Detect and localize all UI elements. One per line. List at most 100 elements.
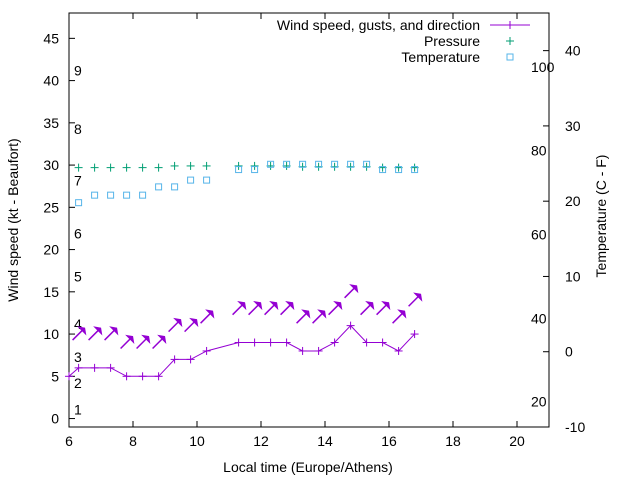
gust-arrow-head: [285, 300, 295, 311]
wind-speed-point: [65, 372, 73, 381]
beaufort-label: 9: [74, 62, 82, 78]
gust-arrow: [264, 300, 279, 316]
wind-speed-point: [138, 372, 147, 381]
y-tick-label: 25: [43, 199, 59, 215]
pressure-point: [138, 163, 147, 172]
legend-label: Temperature: [401, 49, 480, 65]
gust-arrow-head: [205, 309, 215, 319]
gust-arrow-head: [77, 326, 87, 336]
pressure-point: [74, 163, 83, 172]
temperature-point: [251, 166, 259, 174]
y2-tick-label: -10: [565, 419, 585, 435]
y2-axis-label: Temperature (C - F): [593, 155, 609, 278]
legend-swatch-marker: [506, 37, 514, 45]
fahrenheit-label: 100: [531, 59, 555, 75]
pressure-point: [250, 161, 259, 170]
beaufort-label: 6: [74, 226, 82, 242]
beaufort-label: 2: [74, 375, 82, 391]
gust-arrow: [280, 300, 295, 316]
temperature-point: [283, 160, 291, 168]
y2-tick-label: 40: [565, 43, 581, 59]
x-tick-label: 10: [189, 433, 205, 449]
wind-speed-point: [90, 363, 99, 372]
gust-arrow: [328, 300, 343, 316]
gust-arrow: [120, 334, 135, 350]
temperature-point: [299, 160, 307, 168]
fahrenheit-label: 80: [531, 143, 547, 159]
beaufort-label: 7: [74, 172, 82, 188]
x-tick-label: 18: [445, 433, 461, 449]
legend-label: Pressure: [424, 33, 480, 49]
temperature-point: [123, 191, 131, 199]
plot-area: [65, 160, 423, 381]
y-tick-label: 35: [43, 115, 59, 131]
pressure-point: [234, 161, 243, 170]
x-tick-label: 20: [509, 433, 525, 449]
temperature-point: [155, 183, 163, 191]
x-tick-label: 14: [317, 433, 333, 449]
temperature-point: [363, 160, 371, 168]
x-tick-label: 12: [253, 433, 269, 449]
gust-arrow: [232, 300, 247, 316]
gust-arrow-head: [237, 300, 247, 311]
y2-tick-label: 30: [565, 118, 581, 134]
temperature-point: [235, 166, 243, 174]
y2-tick-label: 10: [565, 268, 581, 284]
wind-speed-point: [362, 338, 371, 347]
legend-swatch-marker: [506, 53, 514, 61]
y-tick-label: 15: [43, 284, 59, 300]
x-tick-label: 8: [129, 433, 137, 449]
legend: Wind speed, gusts, and directionPressure…: [277, 17, 530, 65]
y-tick-label: 0: [51, 411, 59, 427]
gust-arrow: [200, 309, 215, 324]
y-tick-label: 5: [51, 368, 59, 384]
gust-arrow-head: [333, 300, 343, 311]
gust-arrow: [152, 334, 167, 350]
gust-arrow: [248, 300, 263, 316]
wind-speed-line: [68, 324, 415, 377]
wind-speed-point: [186, 355, 195, 364]
gust-arrow-head: [93, 326, 103, 336]
beaufort-label: 4: [74, 316, 82, 332]
gust-arrow-head: [381, 300, 391, 311]
y-tick-label: 45: [43, 30, 59, 46]
wind-speed-point: [122, 372, 131, 381]
wind-speed-point: [346, 321, 355, 330]
wind-speed-point: [170, 355, 179, 364]
pressure-point: [170, 161, 179, 170]
gust-arrow-head: [301, 309, 311, 319]
temperature-point: [187, 176, 195, 184]
temperature-point: [331, 160, 339, 168]
gust-arrow-head: [413, 292, 423, 302]
wind-speed-point: [202, 346, 211, 355]
fahrenheit-label: 60: [531, 226, 547, 242]
gust-arrow-head: [269, 300, 279, 311]
x-tick-label: 6: [65, 433, 73, 449]
y2-tick-label: 20: [565, 193, 581, 209]
temperature-point: [139, 191, 147, 199]
gust-arrow-head: [189, 317, 199, 328]
gust-arrow-head: [125, 334, 135, 344]
gust-arrow: [168, 317, 183, 333]
wind-speed-point: [314, 346, 323, 355]
gust-arrow: [360, 300, 375, 316]
gust-arrow-head: [349, 284, 359, 294]
gust-arrow-head: [253, 300, 263, 311]
legend-entry: Wind speed, gusts, and direction: [277, 17, 530, 33]
wind-speed-point: [282, 338, 291, 347]
wind-speed-point: [250, 338, 259, 347]
wind-speed-point: [298, 346, 307, 355]
gust-arrow-head: [109, 326, 119, 336]
gust-arrow: [408, 292, 423, 307]
beaufort-label: 1: [74, 401, 82, 417]
plot-frame: [68, 12, 550, 428]
y-tick-label: 10: [43, 326, 59, 342]
x-tick-label: 16: [381, 433, 397, 449]
wind-speed-point: [410, 330, 419, 339]
axes: 6 8 10 12 14 16 18 20051015202530354045-1001020…: [43, 12, 585, 449]
legend-entry: Temperature: [401, 49, 514, 65]
temperature-point: [203, 176, 211, 184]
beaufort-label: 5: [74, 269, 82, 285]
temperature-point: [395, 166, 403, 174]
